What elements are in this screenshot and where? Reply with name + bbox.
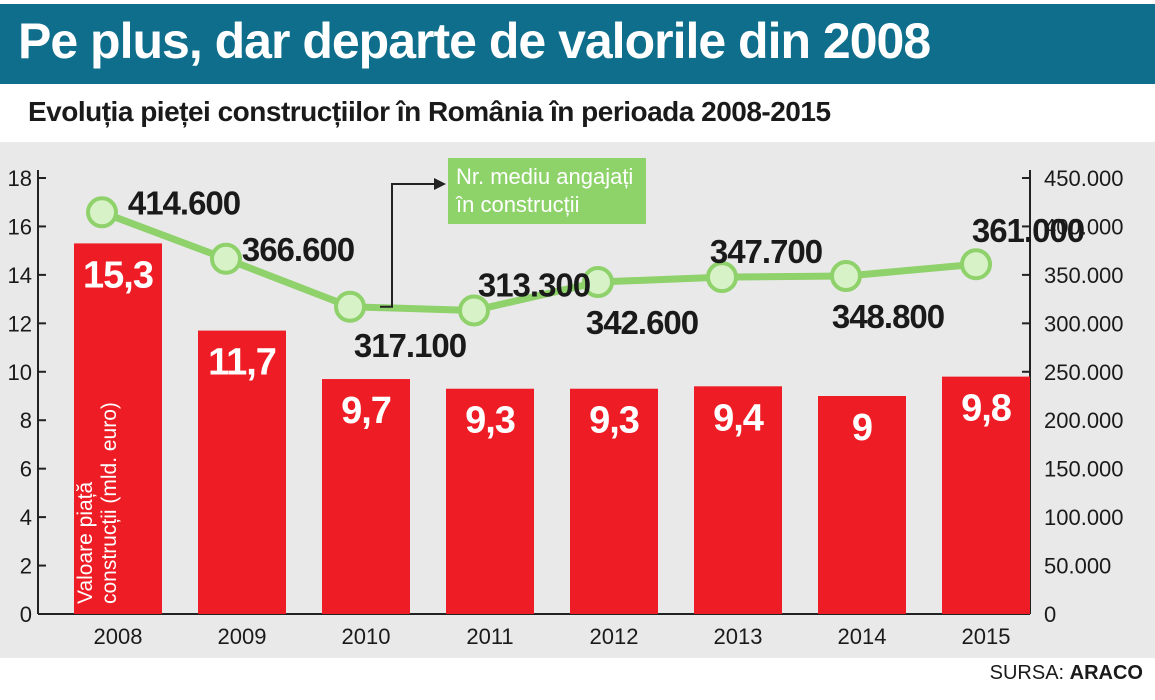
left-tick-label: 2	[20, 554, 32, 579]
bar-2011	[446, 388, 534, 614]
right-tick-label: 350.000	[1044, 263, 1124, 288]
x-tick-label: 2010	[342, 624, 391, 649]
line-series-path	[100, 209, 977, 314]
left-tick-label: 0	[20, 602, 32, 627]
line-legend-box	[448, 158, 646, 224]
right-tick-label: 50.000	[1044, 554, 1111, 579]
line-marker-2008	[86, 196, 118, 229]
bar-value-label: 15,3	[83, 254, 153, 296]
bar-2008	[74, 243, 162, 614]
line-value-label: 366.600	[242, 231, 354, 268]
right-tick-label: 450.000	[1044, 166, 1124, 191]
bar-value-label: 9,8	[961, 388, 1011, 430]
bar-value-label: 9,3	[465, 400, 515, 442]
x-tick-label: 2012	[590, 624, 639, 649]
source-name: ARACO	[1069, 662, 1143, 684]
right-tick-label: 300.000	[1044, 311, 1124, 336]
left-tick-label: 10	[8, 360, 32, 385]
left-tick-label: 18	[8, 166, 32, 191]
legend-arrow-head	[434, 178, 446, 190]
line-value-label: 348.800	[832, 298, 944, 335]
left-tick-label: 6	[20, 457, 32, 482]
x-tick-label: 2008	[94, 624, 143, 649]
bar-series-label: construcții (mld. euro)	[98, 402, 121, 604]
line-value-label: 361.000	[972, 212, 1084, 249]
line-value-label: 342.600	[586, 304, 698, 341]
bar-2010	[322, 379, 410, 614]
left-tick-label: 8	[20, 408, 32, 433]
bar-2013	[694, 386, 782, 614]
title-bar: Pe plus, dar departe de valorile din 200…	[0, 4, 1155, 84]
line-legend-label: Nr. mediu angajați	[456, 164, 633, 189]
right-tick-label: 250.000	[1044, 360, 1124, 385]
line-value-label: 347.700	[710, 233, 822, 270]
bar-2009	[198, 330, 286, 614]
bar-value-label: 9,4	[713, 397, 764, 439]
bar-2014	[818, 396, 906, 614]
right-tick-label: 400.000	[1044, 214, 1124, 239]
line-value-label: 317.100	[354, 327, 466, 364]
line-value-label: 313.300	[478, 266, 590, 303]
right-tick-label: 0	[1044, 602, 1056, 627]
x-tick-label: 2011	[466, 624, 513, 649]
line-value-label: 414.600	[128, 184, 240, 221]
left-tick-label: 16	[8, 214, 32, 239]
chart-subtitle: Evoluția pieței construcțiilor în Români…	[28, 96, 831, 127]
x-tick-label: 2014	[838, 624, 887, 649]
source-note: SURSA: ARACO	[990, 662, 1143, 685]
line-marker-2013	[706, 261, 738, 294]
line-marker-2014	[830, 260, 862, 293]
line-marker-2015	[960, 248, 992, 281]
left-tick-label: 14	[8, 263, 32, 288]
x-tick-label: 2015	[962, 624, 1011, 649]
x-tick-label: 2009	[218, 624, 267, 649]
bar-2015	[942, 376, 1030, 614]
legend-arrow-line	[380, 183, 438, 308]
bar-value-label: 9,7	[341, 390, 391, 432]
bar-series-label: Valoare piață	[74, 481, 97, 604]
left-tick-label: 4	[20, 505, 32, 530]
source-label: SURSA:	[989, 662, 1065, 684]
line-marker-2010	[334, 290, 366, 323]
line-legend-label: în construcții	[455, 192, 580, 217]
right-tick-label: 150.000	[1044, 457, 1124, 482]
bar-2012	[570, 388, 658, 614]
chart-title: Pe plus, dar departe de valorile din 200…	[18, 13, 931, 69]
bar-value-label: 11,7	[208, 342, 276, 384]
line-marker-2009	[210, 242, 242, 275]
line-marker-2011	[458, 294, 490, 327]
x-tick-label: 2013	[714, 624, 763, 649]
right-tick-label: 100.000	[1044, 505, 1124, 530]
line-marker-2012	[582, 266, 614, 299]
left-tick-label: 12	[8, 311, 32, 336]
right-tick-label: 200.000	[1044, 408, 1124, 433]
bar-value-label: 9	[852, 407, 872, 449]
bar-value-label: 9,3	[589, 400, 639, 442]
